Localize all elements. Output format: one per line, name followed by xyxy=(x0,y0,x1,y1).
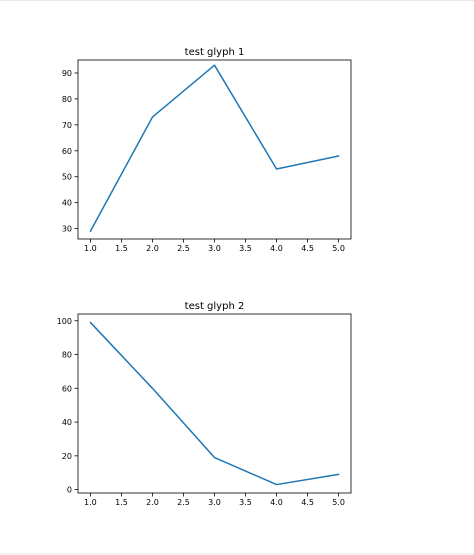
chart-1: test glyph 1 1.0 1.5 2.0 2.5 3.0 3.5 4.0 4.5 5.0 3… xyxy=(62,47,352,253)
y-tick-label: 80 xyxy=(62,351,72,360)
x-tick-label: 3.0 xyxy=(208,498,221,507)
data-point xyxy=(213,456,216,459)
x-tick-label: 2.0 xyxy=(146,244,159,253)
data-point xyxy=(337,155,340,157)
x-tick-label: 3.5 xyxy=(239,244,252,253)
y-tick-label: 60 xyxy=(62,384,72,393)
data-point xyxy=(275,483,278,486)
x-tick-label: 4.5 xyxy=(301,498,314,507)
x-tick-label: 2.5 xyxy=(177,498,190,507)
x-tick-label: 5.0 xyxy=(332,244,345,253)
x-tick-label: 5.0 xyxy=(332,498,345,507)
data-point xyxy=(337,473,340,476)
data-point xyxy=(89,321,92,324)
y-tick-label: 90 xyxy=(62,69,72,78)
x-tick-label: 4.0 xyxy=(270,498,283,507)
y-tick-label: 70 xyxy=(62,121,72,130)
top-edge-line xyxy=(0,0,474,1)
data-point xyxy=(89,230,92,232)
axes-frame xyxy=(77,59,352,240)
y-tick-label: 60 xyxy=(62,147,72,156)
data-point xyxy=(213,64,216,66)
x-tick-label: 2.5 xyxy=(177,244,190,253)
x-tick-label: 4.5 xyxy=(301,244,314,253)
x-tick-label: 3.0 xyxy=(208,244,221,253)
series-line xyxy=(89,321,340,486)
x-tick-label: 1.5 xyxy=(115,244,128,253)
axes-frame xyxy=(77,313,352,494)
x-tick-label: 1.0 xyxy=(84,244,97,253)
x-tick-label: 3.5 xyxy=(239,498,252,507)
series-line xyxy=(89,64,340,232)
data-point xyxy=(151,116,154,118)
bottom-edge-line xyxy=(0,553,474,555)
chart-title: test glyph 2 xyxy=(185,301,245,312)
y-tick-label: 100 xyxy=(57,317,72,326)
chart-2: test glyph 2 1.0 1.5 2.0 2.5 3.0 3.5 4.0 4.5 5.0 0… xyxy=(57,301,352,507)
y-tick-label: 30 xyxy=(62,225,72,234)
y-tick-label: 40 xyxy=(62,199,72,208)
x-tick-label: 1.5 xyxy=(115,498,128,507)
y-tick-label: 20 xyxy=(62,452,72,461)
y-tick-label: 0 xyxy=(67,486,72,495)
data-point xyxy=(151,387,154,389)
chart-title: test glyph 1 xyxy=(185,47,245,58)
y-tick-label: 40 xyxy=(62,418,72,427)
x-tick-label: 2.0 xyxy=(146,498,159,507)
data-point xyxy=(275,168,278,170)
y-tick-label: 80 xyxy=(62,95,72,104)
x-tick-label: 4.0 xyxy=(270,244,283,253)
x-tick-label: 1.0 xyxy=(84,498,97,507)
y-tick-label: 50 xyxy=(62,173,72,182)
